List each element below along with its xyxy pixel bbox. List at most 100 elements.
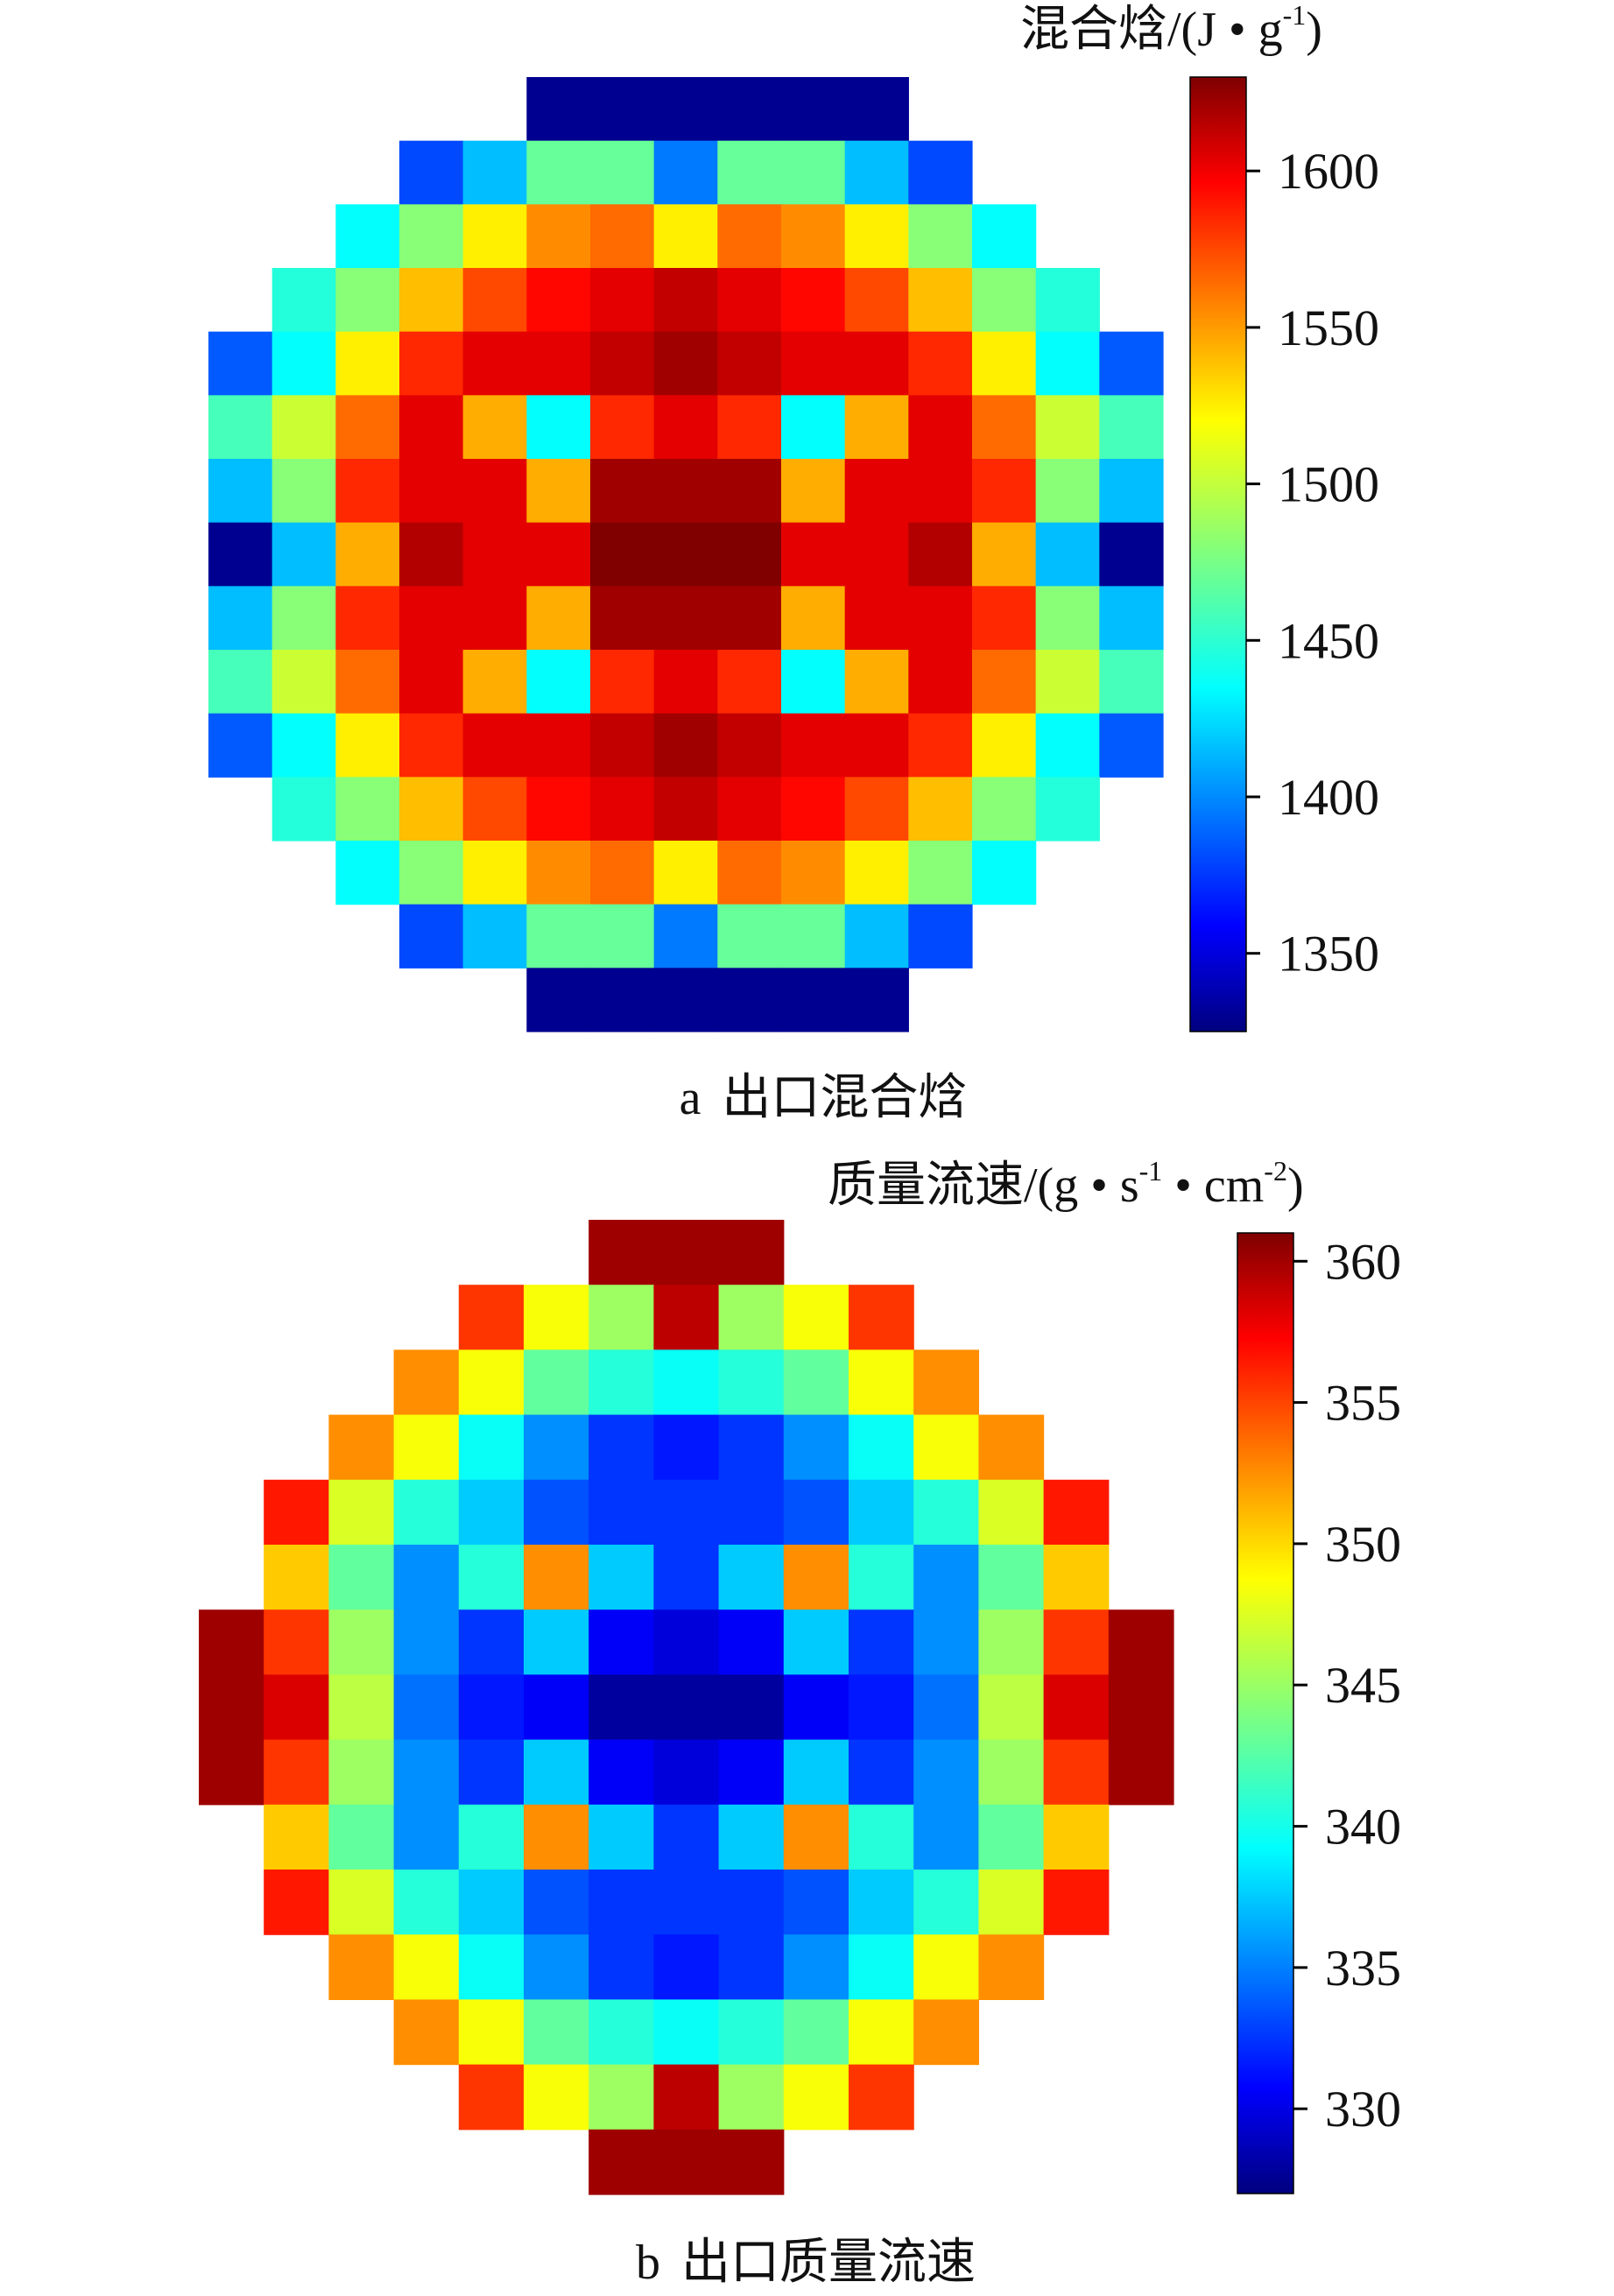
heatmap-cell xyxy=(653,2129,720,2195)
heatmap-cell xyxy=(590,904,655,968)
heatmap-cell xyxy=(589,1870,654,1935)
heatmap-cell xyxy=(908,204,973,269)
heatmap-cell xyxy=(718,1870,785,1935)
heatmap-cell xyxy=(972,268,1037,333)
heatmap-cell xyxy=(1035,586,1100,651)
heatmap-cell xyxy=(718,1285,785,1350)
heatmap-cell xyxy=(393,1414,460,1481)
heatmap-cell xyxy=(590,268,655,333)
heatmap-cell xyxy=(1108,1674,1174,1741)
heatmap-cell xyxy=(264,1870,329,1935)
heatmap-cell xyxy=(781,140,846,205)
heatmap-cell xyxy=(844,331,909,396)
heatmap-cell xyxy=(271,268,336,333)
heatmap-cell xyxy=(399,395,464,460)
heatmap-cell xyxy=(972,713,1037,778)
heatmap-cell xyxy=(653,1349,720,1416)
heatmap-cell xyxy=(913,1609,979,1675)
heatmap-cell xyxy=(908,841,973,905)
heatmap-cell xyxy=(849,1414,914,1481)
heatmap-cell xyxy=(208,586,273,651)
heatmap-cell xyxy=(335,204,400,269)
heatmap-cell xyxy=(590,777,655,842)
heatmap-cell xyxy=(393,1999,460,2066)
heatmap-cell xyxy=(271,777,336,842)
heatmap-cell xyxy=(653,2064,720,2130)
heatmap-cell xyxy=(908,459,973,524)
heatmap-cell xyxy=(526,650,591,715)
heatmap-cell xyxy=(335,268,400,333)
heatmap-cell xyxy=(458,1545,525,1610)
heatmap-cell xyxy=(590,713,655,778)
heatmap-cell xyxy=(913,1999,979,2066)
heatmap-cell xyxy=(271,395,336,460)
heatmap-cell xyxy=(328,1545,395,1610)
heatmap-cell xyxy=(653,1609,720,1675)
heatmap-cell xyxy=(462,268,527,333)
heatmap-cell xyxy=(717,904,782,968)
heatmap-cell xyxy=(718,1220,785,1285)
heatmap-cell xyxy=(1099,586,1164,651)
heatmap-cell xyxy=(199,1674,264,1741)
heatmap-cell xyxy=(844,713,909,778)
heatmap-cell xyxy=(781,650,846,715)
heatmap-cell xyxy=(844,204,909,269)
heatmap-cell xyxy=(335,841,400,905)
heatmap-cell xyxy=(844,968,909,1032)
heatmap-cell xyxy=(526,968,591,1032)
heatmap-cell xyxy=(718,1414,785,1481)
colorbar-tick-label: 345 xyxy=(1325,1657,1401,1714)
colorbar-tick-label: 355 xyxy=(1325,1375,1401,1432)
heatmap-cell xyxy=(783,1870,849,1935)
heatmap-cell xyxy=(335,713,400,778)
heatmap-cell xyxy=(399,904,464,968)
heatmap-cell xyxy=(526,713,591,778)
heatmap-cell xyxy=(399,713,464,778)
heatmap-cell xyxy=(458,1804,525,1870)
heatmap-cell xyxy=(462,459,527,524)
colorbar-tick-label: 360 xyxy=(1325,1233,1401,1290)
heatmap-cell xyxy=(718,1674,785,1741)
heatmap-cell xyxy=(399,777,464,842)
panel-b-colorbar xyxy=(1237,1232,1294,2194)
heatmap-cell xyxy=(458,1285,525,1350)
heatmap-cell xyxy=(335,395,400,460)
heatmap-cell xyxy=(653,522,718,587)
heatmap-cell xyxy=(913,1479,979,1546)
heatmap-cell xyxy=(208,331,273,396)
heatmap-cell xyxy=(393,1479,460,1546)
heatmap-cell xyxy=(653,1674,720,1741)
heatmap-cell xyxy=(913,1804,979,1870)
heatmap-cell xyxy=(271,586,336,651)
heatmap-cell xyxy=(1043,1870,1110,1935)
heatmap-cell xyxy=(589,1934,654,2000)
heatmap-cell xyxy=(653,1804,720,1870)
heatmap-cell xyxy=(718,1545,785,1610)
heatmap-cell xyxy=(399,459,464,524)
heatmap-cell xyxy=(653,268,718,333)
heatmap-cell xyxy=(1035,777,1100,842)
heatmap-cell xyxy=(717,586,782,651)
heatmap-cell xyxy=(589,1349,654,1416)
heatmap-cell xyxy=(783,1414,849,1481)
heatmap-cell xyxy=(589,2129,654,2195)
heatmap-cell xyxy=(458,1479,525,1546)
heatmap-cell xyxy=(1108,1609,1174,1675)
heatmap-cell xyxy=(908,777,973,842)
heatmap-cell xyxy=(1043,1674,1110,1741)
heatmap-cell xyxy=(783,1999,849,2066)
heatmap-cell xyxy=(653,331,718,396)
heatmap-cell xyxy=(1099,331,1164,396)
heatmap-cell xyxy=(208,522,273,587)
heatmap-cell xyxy=(590,140,655,205)
heatmap-cell xyxy=(1043,1804,1110,1870)
heatmap-cell xyxy=(718,1739,785,1806)
heatmap-cell xyxy=(524,1870,589,1935)
heatmap-cell xyxy=(972,522,1037,587)
heatmap-cell xyxy=(526,904,591,968)
heatmap-cell xyxy=(781,968,846,1032)
heatmap-cell xyxy=(399,522,464,587)
heatmap-cell xyxy=(972,395,1037,460)
heatmap-cell xyxy=(972,331,1037,396)
heatmap-cell xyxy=(908,650,973,715)
